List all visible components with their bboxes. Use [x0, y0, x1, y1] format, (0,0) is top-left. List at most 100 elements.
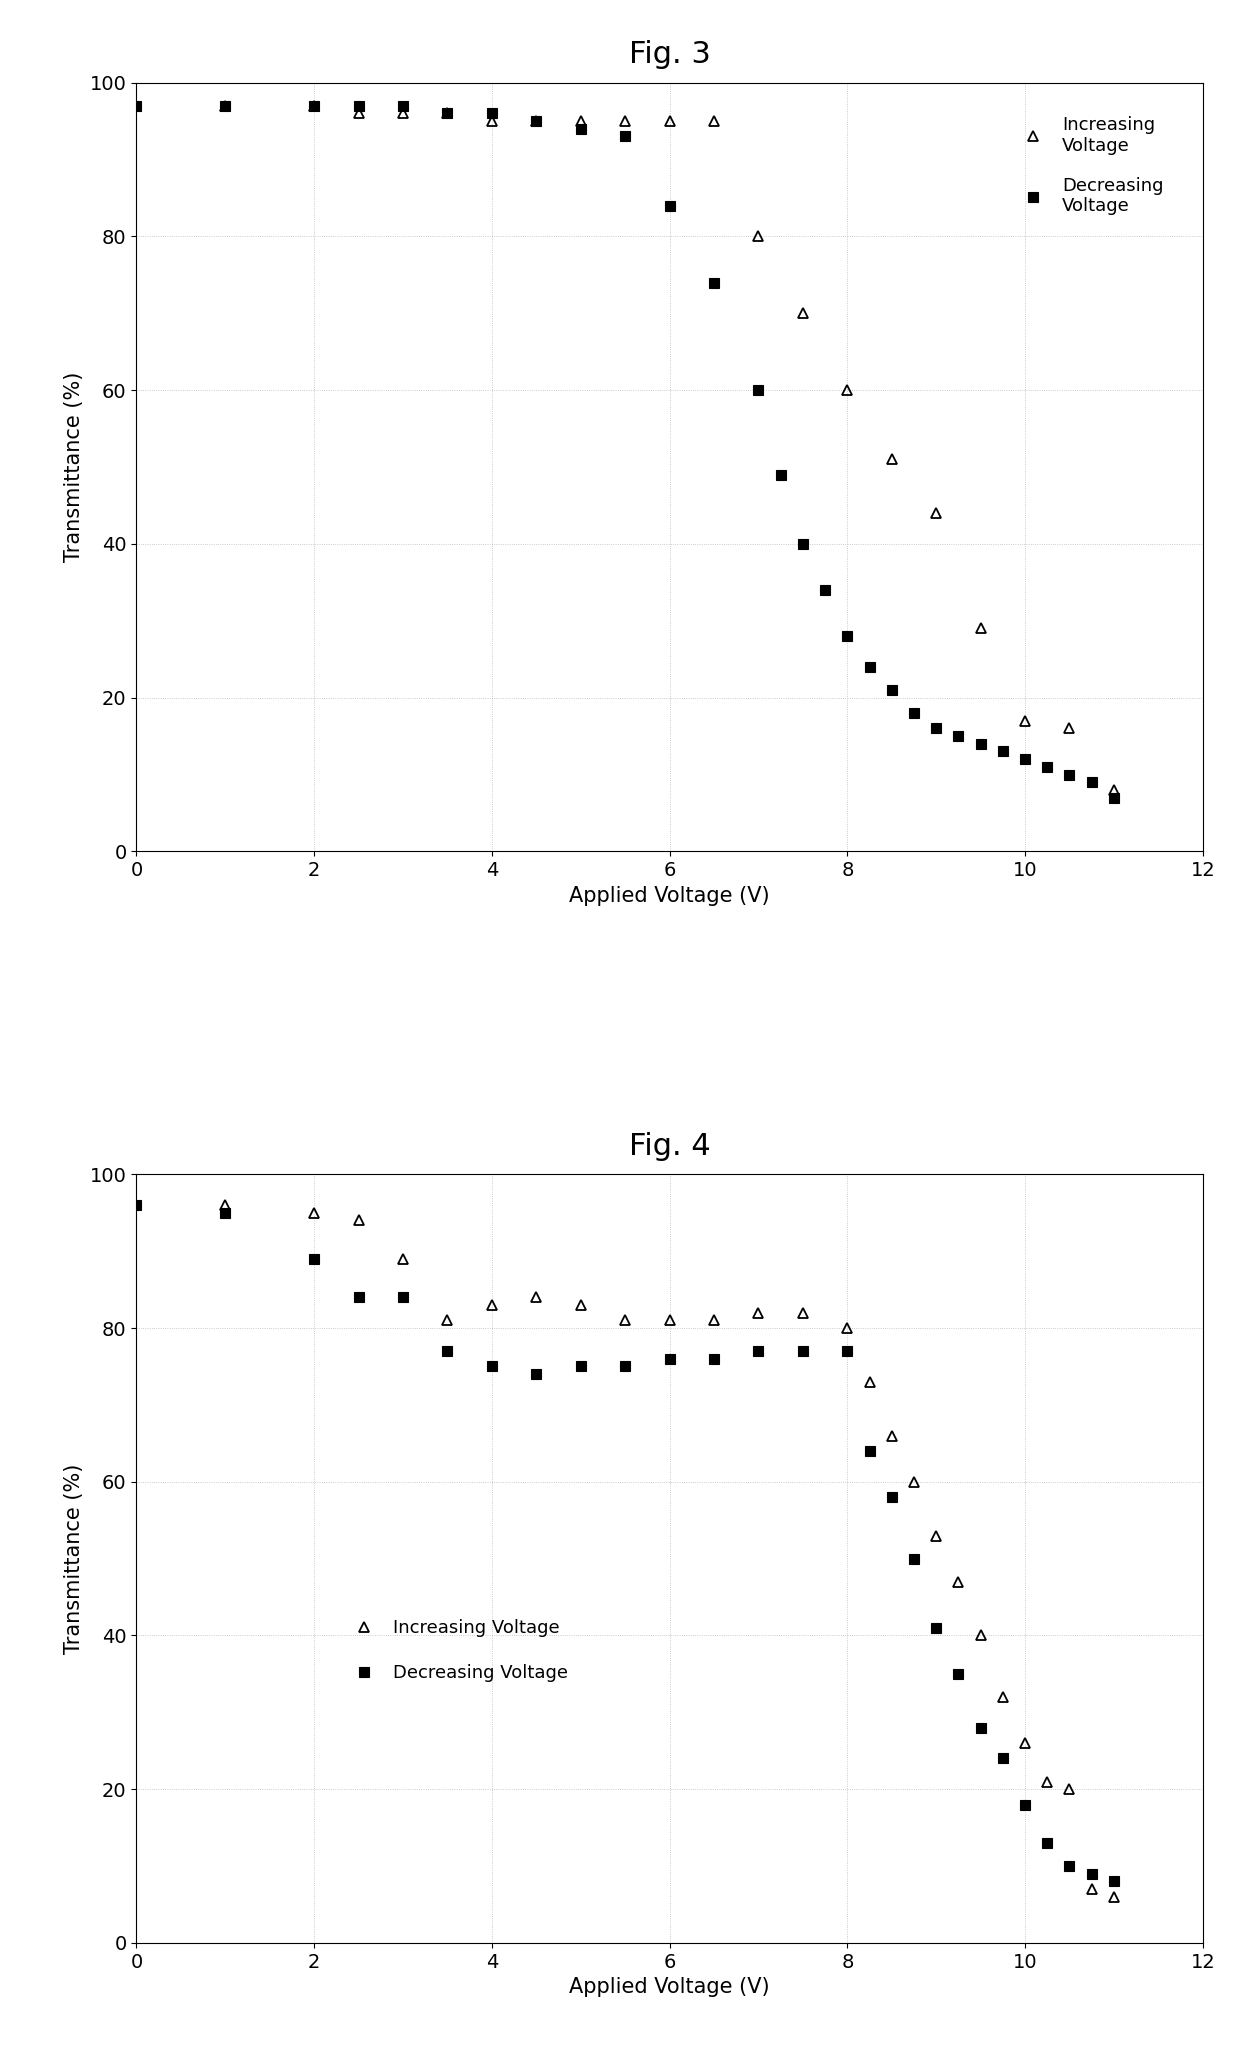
Line: Decreasing Voltage: Decreasing Voltage [131, 1201, 1118, 1887]
Decreasing Voltage [218, 1201, 233, 1226]
Decreasing
Voltage [906, 701, 921, 726]
Decreasing
Voltage [1084, 769, 1099, 794]
Increasing
Voltage [618, 110, 632, 134]
Decreasing
Voltage [929, 715, 944, 740]
Decreasing
Voltage [618, 124, 632, 149]
Increasing
Voltage [396, 101, 410, 126]
Increasing
Voltage [795, 302, 810, 327]
Decreasing Voltage [751, 1339, 766, 1364]
Decreasing Voltage [1106, 1869, 1121, 1893]
Increasing
Voltage [129, 93, 144, 118]
X-axis label: Applied Voltage (V): Applied Voltage (V) [569, 885, 770, 905]
Increasing Voltage [951, 1569, 966, 1594]
Increasing
Voltage [662, 110, 677, 134]
Increasing
Voltage [751, 223, 766, 248]
Increasing Voltage [129, 1193, 144, 1217]
Increasing Voltage [351, 1207, 366, 1232]
Increasing
Voltage [573, 110, 588, 134]
Increasing
Voltage [1061, 715, 1076, 740]
Decreasing Voltage [951, 1662, 966, 1687]
Increasing Voltage [1018, 1730, 1033, 1755]
Increasing Voltage [1106, 1885, 1121, 1910]
Increasing Voltage [396, 1246, 410, 1271]
Increasing Voltage [929, 1523, 944, 1548]
Decreasing Voltage [973, 1716, 988, 1740]
Decreasing
Voltage [218, 93, 233, 118]
Decreasing
Voltage [351, 93, 366, 118]
Decreasing Voltage [662, 1346, 677, 1370]
Increasing Voltage [973, 1623, 988, 1647]
Decreasing Voltage [351, 1286, 366, 1310]
X-axis label: Applied Voltage (V): Applied Voltage (V) [569, 1978, 770, 1997]
Decreasing Voltage [929, 1616, 944, 1641]
Decreasing Voltage [996, 1747, 1011, 1771]
Increasing Voltage [996, 1685, 1011, 1709]
Increasing Voltage [906, 1470, 921, 1494]
Decreasing Voltage [396, 1286, 410, 1310]
Decreasing Voltage [1084, 1862, 1099, 1887]
Increasing
Voltage [1018, 709, 1033, 734]
Decreasing
Voltage [973, 732, 988, 757]
Increasing Voltage [618, 1308, 632, 1333]
Decreasing
Voltage [440, 101, 455, 126]
Decreasing
Voltage [1061, 763, 1076, 788]
Increasing
Voltage [528, 110, 543, 134]
Increasing
Voltage [839, 378, 854, 403]
Increasing
Voltage [351, 101, 366, 126]
Decreasing Voltage [618, 1354, 632, 1379]
Increasing Voltage [528, 1286, 543, 1310]
Increasing Voltage [884, 1424, 899, 1449]
Y-axis label: Transmittance (%): Transmittance (%) [64, 372, 84, 562]
Increasing Voltage [795, 1300, 810, 1325]
Decreasing
Voltage [1018, 746, 1033, 771]
Increasing Voltage [707, 1308, 722, 1333]
Line: Increasing Voltage: Increasing Voltage [131, 1201, 1118, 1902]
Decreasing
Voltage [662, 194, 677, 219]
Title: Fig. 3: Fig. 3 [629, 39, 711, 68]
Increasing
Voltage [973, 616, 988, 641]
Decreasing Voltage [707, 1346, 722, 1370]
Legend: Increasing
Voltage, Decreasing
Voltage: Increasing Voltage, Decreasing Voltage [1006, 107, 1173, 225]
Decreasing
Voltage [795, 531, 810, 556]
Decreasing
Voltage [528, 110, 543, 134]
Increasing Voltage [485, 1292, 500, 1317]
Decreasing Voltage [1061, 1854, 1076, 1879]
Legend: Increasing Voltage, Decreasing Voltage: Increasing Voltage, Decreasing Voltage [337, 1610, 578, 1691]
Decreasing
Voltage [996, 740, 1011, 765]
Decreasing
Voltage [951, 723, 966, 748]
Decreasing
Voltage [306, 93, 321, 118]
Decreasing
Voltage [751, 378, 766, 403]
Line: Decreasing
Voltage: Decreasing Voltage [131, 101, 1118, 802]
Increasing Voltage [1040, 1769, 1055, 1794]
Increasing Voltage [662, 1308, 677, 1333]
Increasing Voltage [839, 1315, 854, 1339]
Decreasing Voltage [862, 1439, 877, 1463]
Increasing
Voltage [218, 93, 233, 118]
Decreasing Voltage [440, 1339, 455, 1364]
Increasing
Voltage [929, 500, 944, 525]
Decreasing
Voltage [774, 463, 789, 488]
Decreasing
Voltage [129, 93, 144, 118]
Decreasing
Voltage [485, 101, 500, 126]
Decreasing
Voltage [1040, 754, 1055, 779]
Increasing Voltage [1061, 1778, 1076, 1802]
Decreasing
Voltage [839, 624, 854, 649]
Decreasing Voltage [528, 1362, 543, 1387]
Increasing
Voltage [485, 110, 500, 134]
Decreasing Voltage [884, 1484, 899, 1509]
Decreasing
Voltage [707, 271, 722, 296]
Decreasing Voltage [485, 1354, 500, 1379]
Decreasing Voltage [1040, 1831, 1055, 1856]
Increasing
Voltage [707, 110, 722, 134]
Title: Fig. 4: Fig. 4 [629, 1133, 711, 1162]
Increasing Voltage [218, 1193, 233, 1217]
Increasing Voltage [573, 1292, 588, 1317]
Decreasing
Voltage [862, 655, 877, 680]
Increasing
Voltage [884, 446, 899, 471]
Decreasing Voltage [795, 1339, 810, 1364]
Decreasing Voltage [129, 1193, 144, 1217]
Decreasing Voltage [839, 1339, 854, 1364]
Line: Increasing
Voltage: Increasing Voltage [131, 101, 1118, 796]
Decreasing Voltage [1018, 1792, 1033, 1817]
Increasing
Voltage [440, 101, 455, 126]
